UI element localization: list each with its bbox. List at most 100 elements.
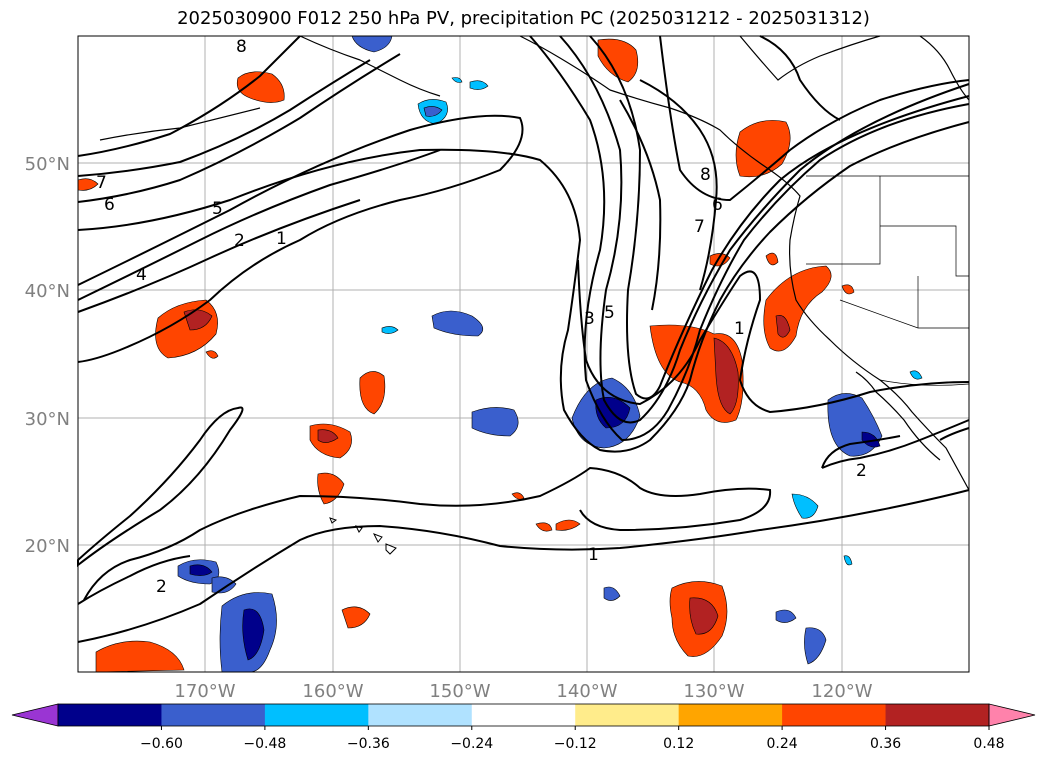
pv-contour-6c (639, 79, 718, 291)
borders (806, 175, 970, 386)
contour-label: 6 (712, 195, 723, 215)
precip-positive-areas (77, 38, 855, 673)
precip-blob (431, 310, 484, 337)
pv-contour-2b (77, 406, 244, 568)
precip-core (713, 337, 739, 415)
lon-label: 170°W (174, 681, 235, 702)
precip-core (861, 431, 881, 448)
pv-contour-2c (83, 466, 772, 601)
colorbar-tick-label: 0.12 (663, 736, 694, 752)
colorbar-tick-label: −0.48 (243, 736, 286, 752)
canada-inland-coast (919, 35, 970, 101)
colorbar-cell (58, 704, 162, 726)
precip-blob (351, 35, 393, 53)
pv-contour-2 (77, 149, 441, 301)
colorbar-outline (57, 703, 990, 727)
precip-core (242, 608, 265, 661)
colorbar-cell (264, 704, 369, 726)
colorbar-cell (368, 704, 473, 726)
colorbar-cell (471, 704, 576, 726)
lat-label: 30°N (25, 409, 70, 430)
colorbar: −0.60 −0.48 −0.36 −0.24 −0.12 0.12 0.24 0.36 0.4… (11, 703, 1036, 752)
lon-label: 150°W (429, 681, 490, 702)
precip-blob (469, 80, 489, 90)
map-title: 2025030900 F012 250 hPa PV, precipitatio… (177, 8, 870, 29)
precip-blob (451, 77, 463, 83)
contour-label: 8 (236, 37, 247, 57)
colorbar-tick-label: 0.36 (870, 736, 901, 752)
precip-blob (765, 252, 779, 266)
pv-contour-3 (77, 199, 361, 313)
pv-contour-6b (619, 99, 662, 311)
latitude-labels: 50°N 40°N 30°N 20°N (25, 154, 70, 557)
contour-label: 1 (588, 545, 599, 565)
contour-label: 7 (694, 217, 705, 237)
colorbar-cell (678, 704, 783, 726)
colorbar-cell (782, 704, 887, 726)
precip-blob (775, 609, 797, 623)
colorbar-cell (885, 704, 990, 726)
contour-label: 2 (856, 461, 867, 481)
precip-blob (381, 326, 399, 334)
state-border (806, 176, 881, 265)
pv-contour-7 (77, 59, 371, 177)
colorbar-ticks: −0.60 −0.48 −0.36 −0.24 −0.12 0.12 0.24 0.36 0.4… (140, 726, 1005, 752)
contour-label: 5 (212, 199, 223, 219)
precip-blob (95, 640, 185, 673)
lon-label: 130°W (683, 681, 744, 702)
contour-label: 3 (584, 309, 595, 329)
precip-core (183, 309, 213, 331)
precip-blob (804, 627, 827, 665)
precip-blob (841, 284, 855, 295)
pv-contour-1b (659, 35, 970, 202)
island (329, 517, 338, 524)
pv-contour-6 (77, 53, 401, 203)
colorbar-lower-extension (11, 703, 59, 727)
colorbar-tick-label: 0.24 (767, 736, 798, 752)
colorbar-tick-label: 0.48 (973, 736, 1004, 752)
contour-label: 8 (700, 165, 711, 185)
precip-blob (909, 370, 923, 380)
colorbar-tick-label: −0.60 (140, 736, 183, 752)
longitude-labels: 170°W 160°W 150°W 140°W 130°W 120°W (174, 681, 872, 702)
contour-label: 2 (156, 577, 167, 597)
contour-label: 2 (234, 231, 245, 251)
precip-negative-areas (177, 35, 923, 673)
precip-blob (597, 38, 639, 83)
precip-blob (471, 407, 519, 437)
colorbar-tick-label: −0.12 (554, 736, 597, 752)
lon-label: 120°W (811, 681, 872, 702)
lon-label: 140°W (556, 681, 617, 702)
north-america-coast (519, 35, 970, 491)
lon-label: 160°W (302, 681, 363, 702)
pv-contour-5 (77, 121, 970, 453)
pv-contours (77, 35, 970, 643)
precip-core (423, 106, 443, 117)
lat-label: 50°N (25, 154, 70, 175)
lat-label: 20°N (25, 536, 70, 557)
colorbar-cell (161, 704, 266, 726)
pv-contour-1 (77, 114, 524, 363)
coastlines (99, 35, 970, 491)
precip-blob (791, 493, 819, 519)
precip-blob (205, 350, 219, 359)
pv-contour-8b (559, 35, 970, 424)
pv-contour-2e (821, 419, 970, 469)
contour-label: 1 (276, 229, 287, 249)
baja-coast (855, 371, 941, 461)
contour-label: 4 (136, 265, 147, 285)
precip-blob (535, 522, 553, 532)
precip-blob (555, 519, 581, 531)
island (385, 543, 397, 555)
contour-label: 6 (104, 195, 115, 215)
precip-core (689, 597, 719, 635)
colorbar-tick-label: −0.24 (450, 736, 493, 752)
contour-label: 1 (734, 319, 745, 339)
pv-contour-2d (77, 555, 191, 605)
precip-core (189, 564, 213, 576)
precip-blob (511, 492, 525, 500)
contour-label: 7 (96, 173, 107, 193)
pv-contour-edge (939, 427, 970, 441)
precip-core (317, 429, 339, 443)
